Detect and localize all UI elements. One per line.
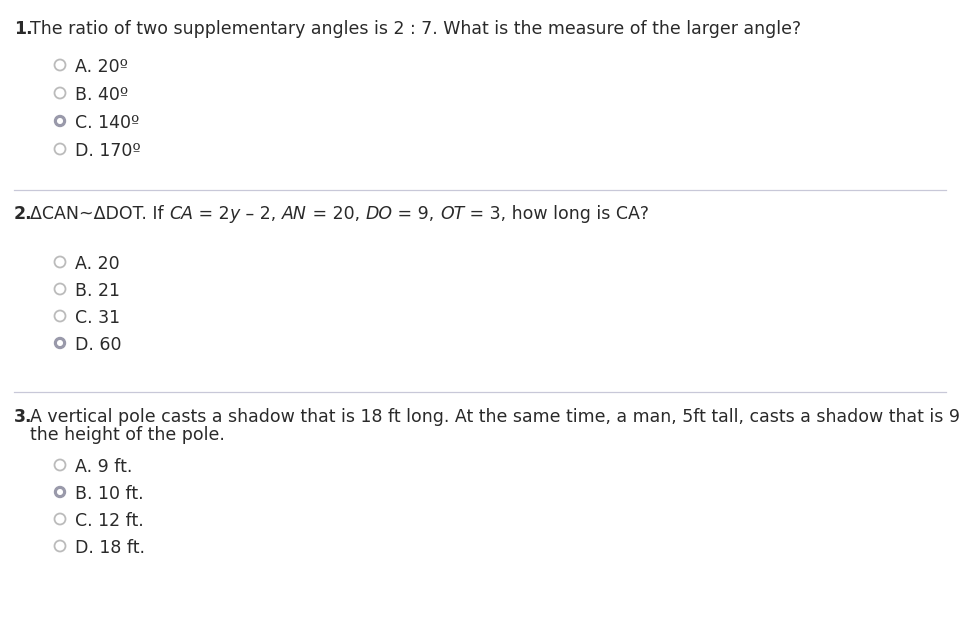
Text: B. 40º: B. 40º <box>75 86 129 104</box>
Text: D. 170º: D. 170º <box>75 142 141 160</box>
Circle shape <box>58 118 62 123</box>
Text: = 2: = 2 <box>193 205 229 223</box>
Text: 3.: 3. <box>14 408 33 426</box>
Text: ΔCAN~ΔDOT. If: ΔCAN~ΔDOT. If <box>30 205 169 223</box>
Text: A. 9 ft.: A. 9 ft. <box>75 458 132 476</box>
Text: A vertical pole casts a shadow that is 18 ft long. At the same time, a man, 5ft : A vertical pole casts a shadow that is 1… <box>30 408 960 426</box>
Text: DO: DO <box>365 205 393 223</box>
Text: y: y <box>229 205 240 223</box>
Text: C. 31: C. 31 <box>75 309 120 327</box>
Text: A. 20: A. 20 <box>75 255 120 273</box>
Circle shape <box>58 490 62 495</box>
Text: C. 140º: C. 140º <box>75 114 139 132</box>
Text: B. 21: B. 21 <box>75 282 120 300</box>
Text: B. 10 ft.: B. 10 ft. <box>75 485 144 503</box>
Circle shape <box>55 338 65 348</box>
Text: A. 20º: A. 20º <box>75 58 128 76</box>
Circle shape <box>55 486 65 498</box>
Text: CA: CA <box>169 205 193 223</box>
Text: = 20,: = 20, <box>306 205 365 223</box>
Text: 2.: 2. <box>14 205 33 223</box>
Text: = 9,: = 9, <box>393 205 440 223</box>
Text: OT: OT <box>440 205 465 223</box>
Text: 1.: 1. <box>14 20 33 38</box>
Text: C. 12 ft.: C. 12 ft. <box>75 512 144 530</box>
Text: The ratio of two supplementary angles is 2 : 7. What is the measure of the large: The ratio of two supplementary angles is… <box>30 20 802 38</box>
Text: = 3, how long is CA?: = 3, how long is CA? <box>465 205 649 223</box>
Circle shape <box>58 341 62 345</box>
Text: AN: AN <box>281 205 306 223</box>
Text: – 2,: – 2, <box>240 205 281 223</box>
Text: D. 60: D. 60 <box>75 336 122 354</box>
Text: D. 18 ft.: D. 18 ft. <box>75 539 145 557</box>
Circle shape <box>55 115 65 127</box>
Text: the height of the pole.: the height of the pole. <box>30 426 225 444</box>
